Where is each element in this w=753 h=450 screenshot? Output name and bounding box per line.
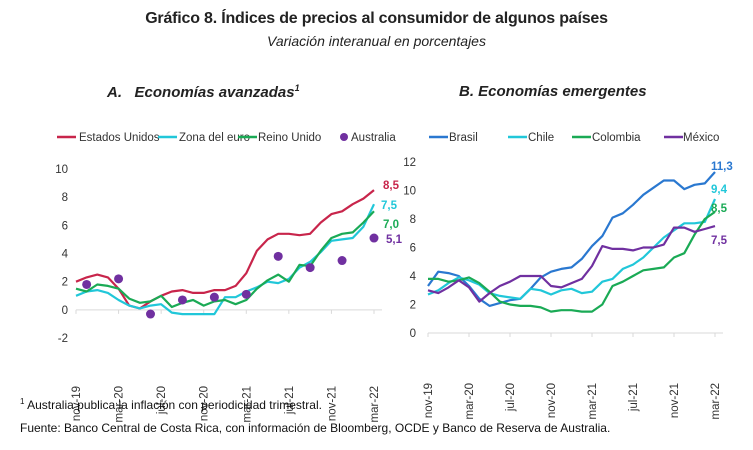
panel-b-xtick-label: nov-21 [669, 383, 681, 418]
panel-b-end-label-brasil: 11,3 [711, 161, 733, 173]
panel-b-xtick-label: nov-19 [423, 383, 435, 418]
panel-b-end-label-mexico: 7,5 [711, 235, 728, 247]
panel-b-xtick-label: mar-20 [464, 383, 476, 419]
panel-a-end-label-australia: 5,1 [386, 234, 403, 246]
panel-b-prefix: B. [459, 83, 474, 100]
footnote-marker: 1 [20, 397, 25, 406]
panel-b-ytick-label: 0 [410, 328, 416, 340]
panel-a-ytick-label: 4 [62, 249, 69, 261]
panel-b-ytick-label: 12 [403, 157, 416, 169]
panel-a-footnote-marker: 1 [294, 83, 300, 93]
panel-b-legend-label-colombia: Colombia [592, 132, 641, 144]
panel-a-ytick-label: 0 [62, 305, 68, 317]
footnote: 1 Australia publica la inflación con per… [20, 397, 322, 412]
panel-b-line-colombia [428, 210, 716, 313]
panel-b-ytick-label: 2 [410, 300, 416, 312]
panel-a-point-australia [337, 256, 347, 266]
panel-b-line-brasil [427, 171, 716, 307]
panel-a-point-australia [146, 309, 155, 319]
panel-b-xtick-label: nov-20 [546, 383, 558, 418]
figure-subtitle: Variación interanual en porcentajes [267, 33, 486, 49]
panel-a-prefix: A. [107, 84, 122, 101]
panel-a-point-australia [305, 263, 315, 273]
panel-a-xtick-label: mar-21 [241, 386, 253, 422]
panel-a-line-estados-unidos [75, 189, 375, 310]
panel-a-chart: Estados Unidos Zona del euro Reino Unido Au… [55, 132, 402, 422]
panel-b-line-chile [427, 198, 717, 300]
panel-a-xtick-label: jul-20 [156, 386, 168, 415]
panel-a-legend-label-estados-unidos: Estados Unidos [79, 132, 160, 144]
panel-a-end-label-zona-del-euro: 7,5 [381, 200, 398, 212]
panel-a-legend-marker-australia [340, 133, 348, 141]
panel-b-xtick-label: mar-21 [587, 383, 599, 419]
panel-a-ytick-label: -2 [58, 333, 68, 345]
panel-b-line-mexico [427, 225, 716, 303]
figure-title: Gráfico 8. Índices de precios al consumi… [145, 10, 608, 27]
panel-a-ytick-label: 2 [62, 277, 68, 289]
panel-a-title: A. Economías avanzadas1 [107, 83, 300, 101]
panel-a-point-australia [273, 251, 283, 261]
panel-a-point-australia [114, 274, 124, 284]
panel-b-ytick-label: 8 [410, 214, 416, 226]
panel-b-ytick-label: 6 [410, 243, 416, 255]
source-note: Fuente: Banco Central de Costa Rica, con… [20, 421, 611, 435]
panel-a-legend-label-zona-del-euro: Zona del euro [179, 132, 250, 144]
panel-b-xtick-label: jul-21 [628, 383, 640, 412]
panel-a-legend-label-australia: Australia [351, 132, 396, 144]
panel-a-xtick-label: mar-20 [114, 386, 126, 422]
panel-a-point-australia [241, 289, 251, 299]
panel-a-xtick-label: mar-22 [369, 386, 381, 422]
footnote-text: Australia publica la inflación con perio… [27, 398, 322, 412]
panel-b-ytick-label: 4 [410, 271, 417, 283]
panel-a-ytick-label: 6 [62, 220, 68, 232]
panel-b-end-label-colombia: 8,5 [711, 203, 728, 215]
panel-a-legend-label-reino-unido: Reino Unido [258, 132, 321, 144]
panel-b-end-label-chile: 9,4 [711, 184, 728, 196]
panel-b-legend-label-brasil: Brasil [449, 132, 478, 144]
panel-b-legend-label-mexico: México [683, 132, 719, 144]
panel-b-legend-label-chile: Chile [528, 132, 554, 144]
panel-a-point-australia [369, 233, 379, 243]
panel-a-point-australia [82, 279, 92, 289]
panel-b-title-text: Economías emergentes [478, 83, 647, 100]
panel-a-line-reino-unido [75, 210, 375, 309]
panel-a-title-text: Economías avanzadas [134, 84, 295, 101]
panel-b-ytick-label: 10 [403, 186, 416, 198]
panel-a-end-label-estados-unidos: 8,5 [383, 180, 400, 192]
panel-a-line-zona-del-euro [75, 203, 375, 316]
panel-a-xtick-label: jul-21 [284, 386, 296, 415]
panel-a-xtick-label: nov-19 [71, 386, 83, 421]
panel-b-xtick-label: jul-20 [505, 383, 517, 412]
panel-a-xtick-label: nov-20 [199, 386, 211, 421]
panel-a-end-label-reino-unido: 7,0 [383, 219, 399, 231]
panel-a-point-australia [209, 292, 219, 302]
panel-b-title: B. Economías emergentes [459, 83, 647, 100]
panel-a-ytick-label: 10 [55, 164, 68, 176]
panel-a-point-australia [177, 295, 187, 305]
panel-b-xtick-label: mar-22 [710, 383, 722, 419]
panel-a-ytick-label: 8 [62, 192, 68, 204]
panel-b-chart: Brasil Chile Colombia México 0 2 4 6 8 10 12 nov-19… [403, 132, 733, 419]
panel-a-xtick-label: nov-21 [326, 386, 338, 421]
